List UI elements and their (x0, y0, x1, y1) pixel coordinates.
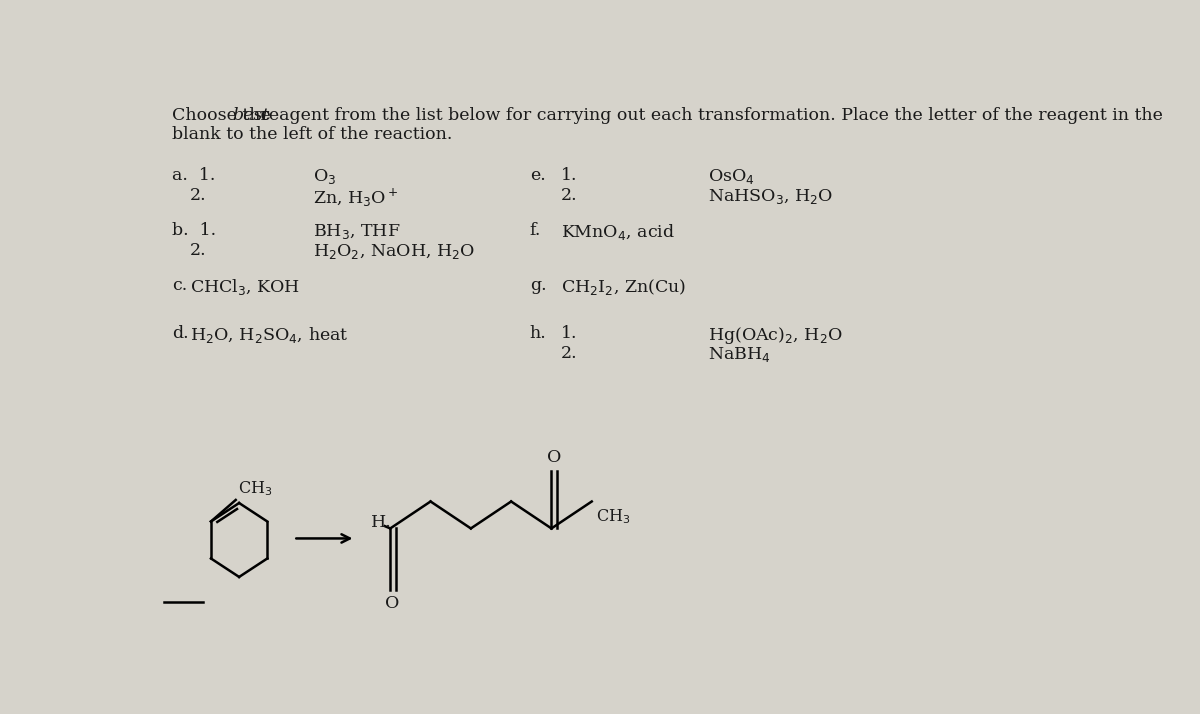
Text: best: best (232, 107, 269, 124)
Text: 2.: 2. (191, 186, 206, 203)
Text: g.: g. (529, 278, 546, 294)
Text: d.: d. (172, 325, 188, 342)
Text: b.  1.: b. 1. (172, 222, 216, 239)
Text: h.: h. (529, 325, 546, 342)
Text: OsO$_4$: OsO$_4$ (708, 166, 755, 186)
Text: CHCl$_3$, KOH: CHCl$_3$, KOH (191, 278, 300, 298)
Text: c.: c. (172, 278, 187, 294)
Text: NaHSO$_3$, H$_2$O: NaHSO$_3$, H$_2$O (708, 186, 833, 206)
Text: CH$_2$I$_2$, Zn(Cu): CH$_2$I$_2$, Zn(Cu) (560, 278, 686, 298)
Text: 2.: 2. (560, 186, 577, 203)
Text: H.: H. (371, 514, 391, 531)
Text: BH$_3$, THF: BH$_3$, THF (313, 222, 401, 241)
Text: H$_2$O, H$_2$SO$_4$, heat: H$_2$O, H$_2$SO$_4$, heat (191, 325, 349, 345)
Text: KMnO$_4$, acid: KMnO$_4$, acid (560, 222, 674, 242)
Text: 1.: 1. (560, 166, 577, 183)
Text: CH$_3$: CH$_3$ (238, 480, 272, 498)
Text: f.: f. (529, 222, 541, 239)
Text: reagent from the list below for carrying out each transformation. Place the lett: reagent from the list below for carrying… (256, 107, 1163, 124)
Text: CH$_3$: CH$_3$ (595, 508, 630, 526)
Text: H$_2$O$_2$, NaOH, H$_2$O: H$_2$O$_2$, NaOH, H$_2$O (313, 242, 475, 261)
Text: O: O (385, 595, 400, 612)
Text: Choose the: Choose the (172, 107, 276, 124)
Text: e.: e. (529, 166, 546, 183)
Text: O: O (546, 449, 560, 466)
Text: 2.: 2. (560, 345, 577, 362)
Text: NaBH$_4$: NaBH$_4$ (708, 345, 770, 364)
Text: Hg(OAc)$_2$, H$_2$O: Hg(OAc)$_2$, H$_2$O (708, 325, 842, 346)
Text: 1.: 1. (560, 325, 577, 342)
Text: blank to the left of the reaction.: blank to the left of the reaction. (172, 126, 452, 143)
Text: Zn, H$_3$O$^+$: Zn, H$_3$O$^+$ (313, 186, 398, 209)
Text: a.  1.: a. 1. (172, 166, 215, 183)
Text: 2.: 2. (191, 242, 206, 259)
Text: O$_3$: O$_3$ (313, 166, 336, 186)
